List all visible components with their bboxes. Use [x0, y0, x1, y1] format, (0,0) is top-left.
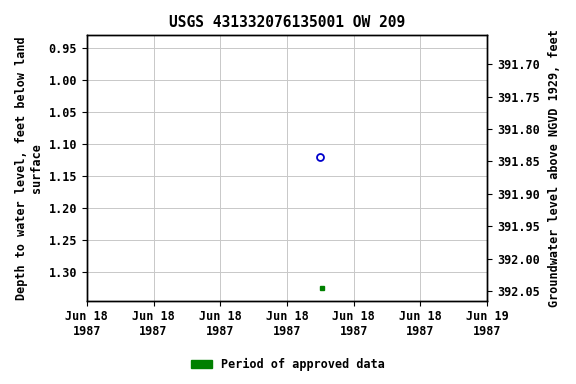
Legend: Period of approved data: Period of approved data	[186, 354, 390, 376]
Y-axis label: Depth to water level, feet below land
surface: Depth to water level, feet below land su…	[15, 36, 43, 300]
Y-axis label: Groundwater level above NGVD 1929, feet: Groundwater level above NGVD 1929, feet	[548, 29, 561, 307]
Title: USGS 431332076135001 OW 209: USGS 431332076135001 OW 209	[169, 15, 405, 30]
